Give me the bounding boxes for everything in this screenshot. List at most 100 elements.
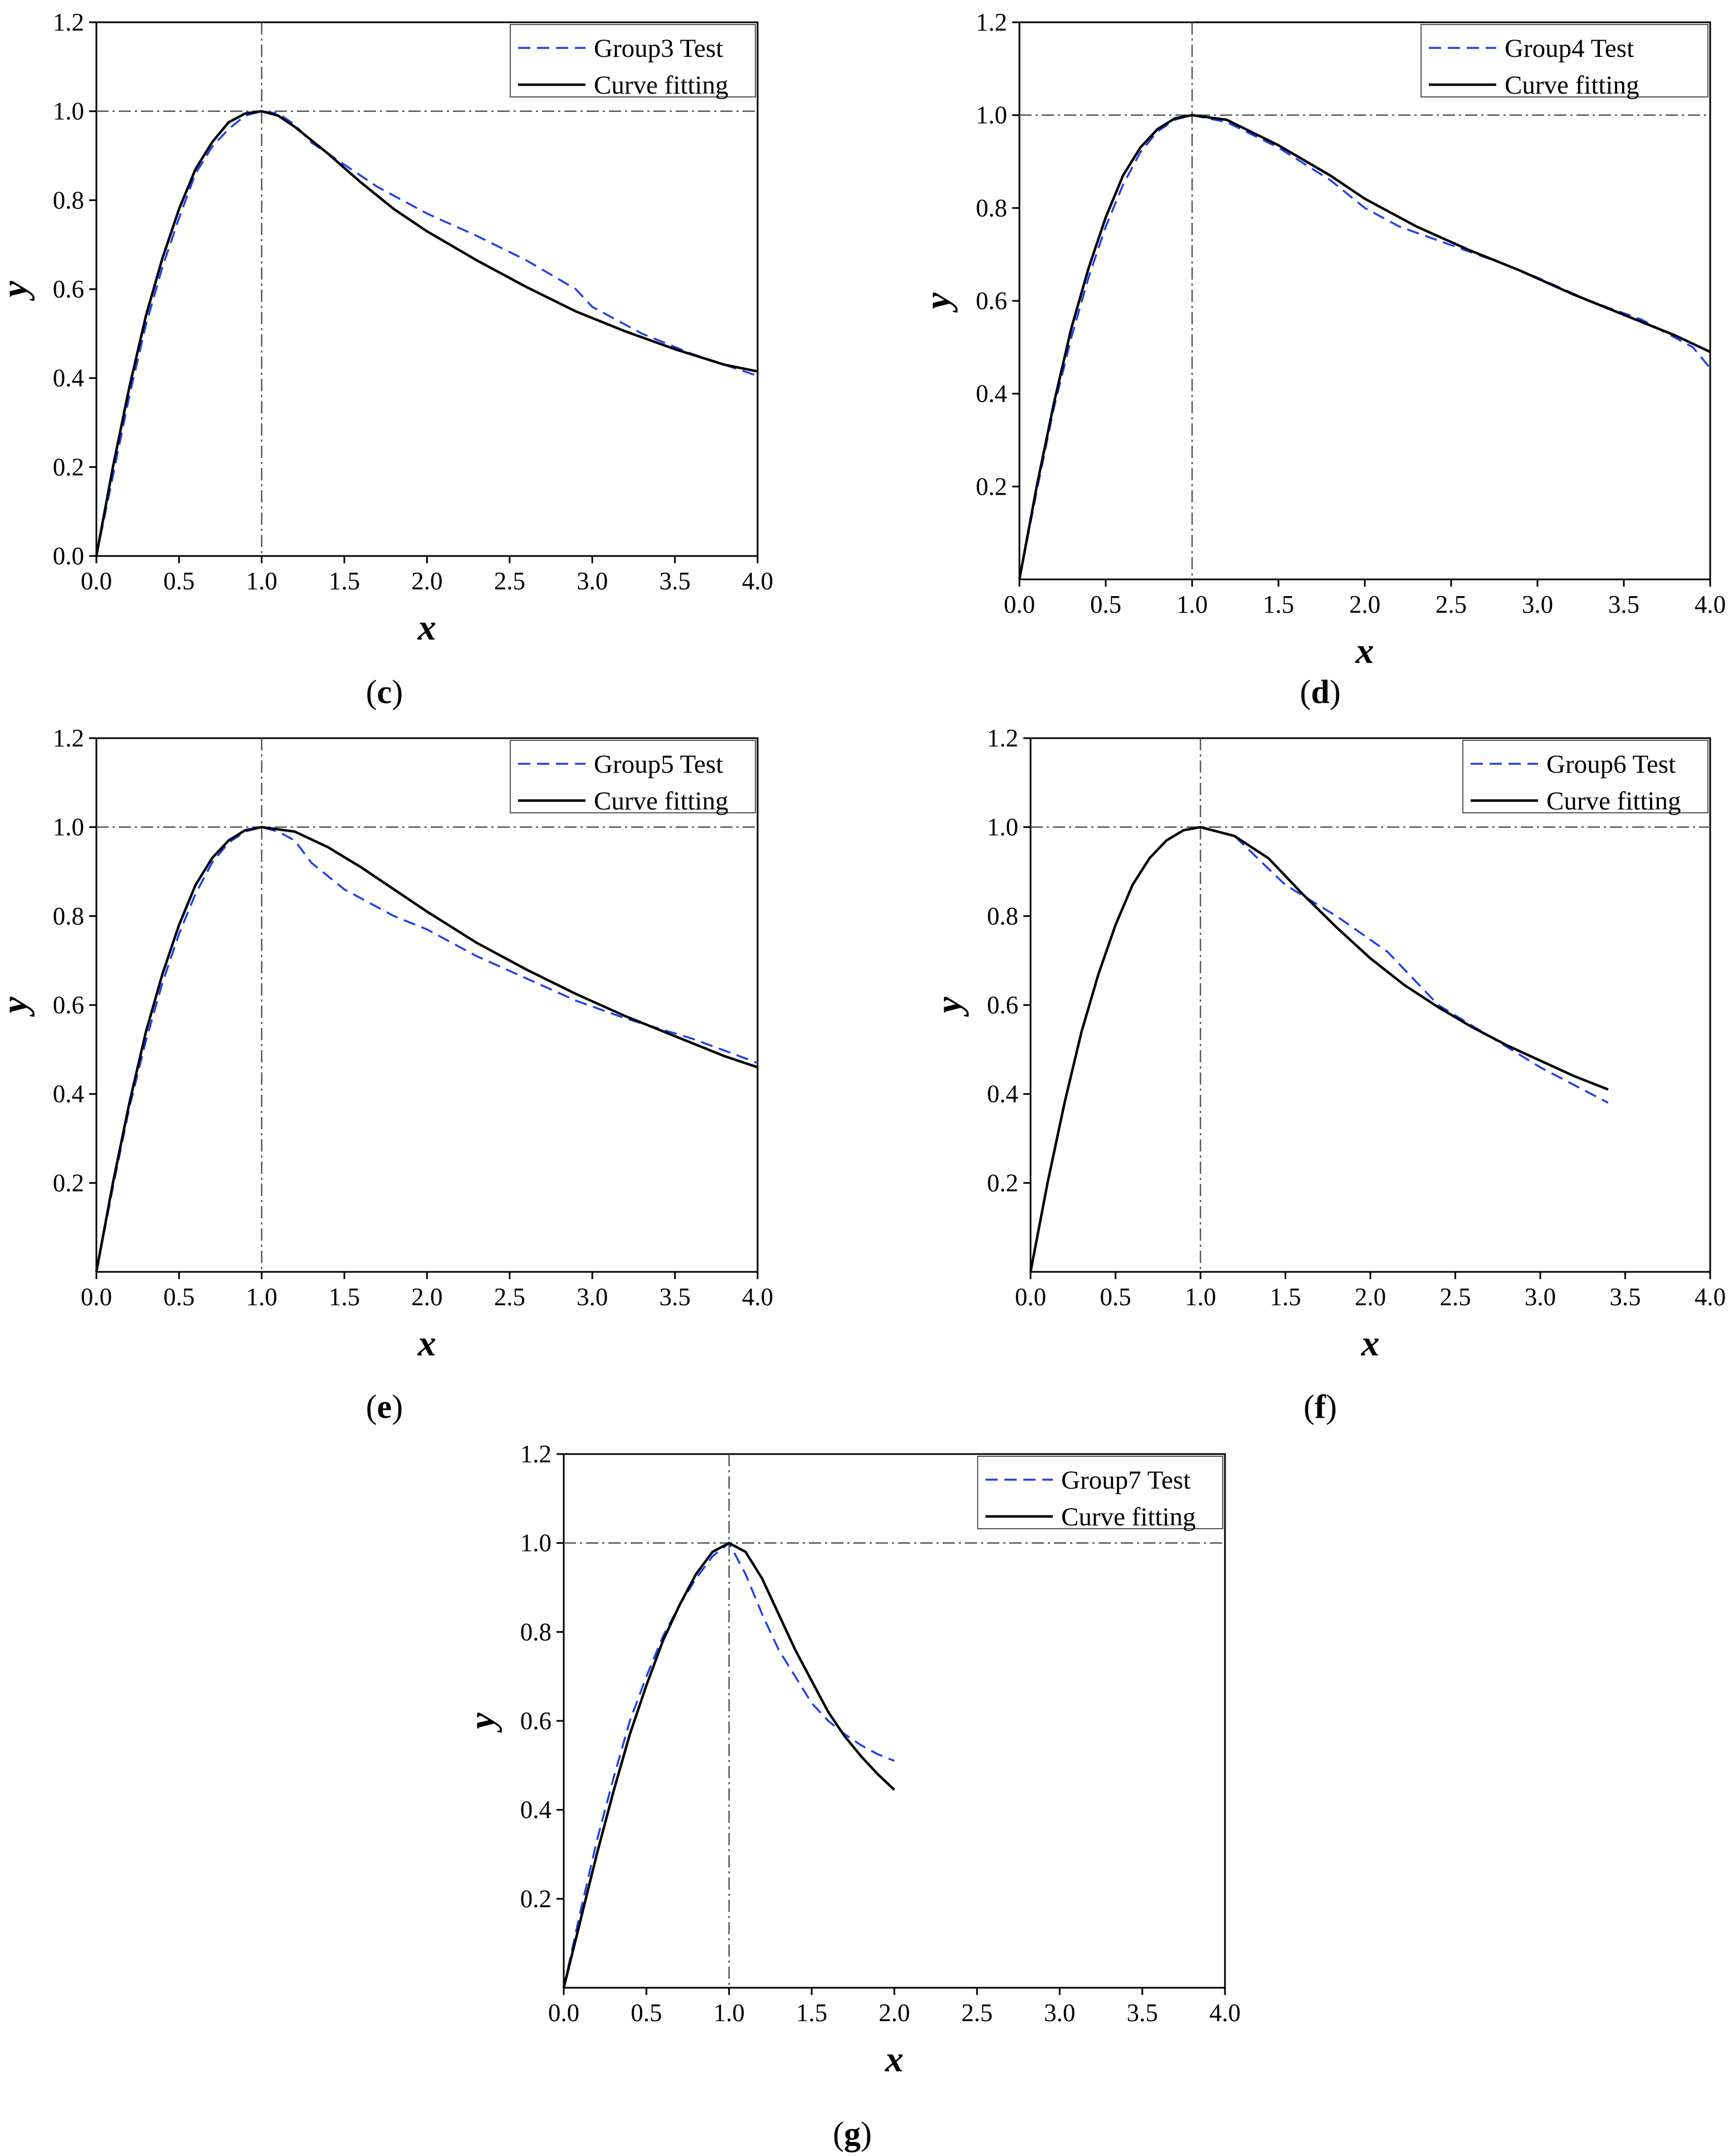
x-axis-title: x: [417, 1323, 436, 1364]
chart-e: 0.0 0.5 1.0 1.5 2.0 2.5 3.0 3.5 4.0 0.2 0.4 0.6 0.8 1…: [0, 724, 773, 1425]
y-tick-label: 1.2: [53, 724, 84, 752]
x-tick-label: 2.5: [1436, 591, 1467, 618]
y-axis-title: y: [462, 1713, 502, 1733]
y-tick-label: 0.2: [976, 472, 1007, 500]
x-axis-title: x: [885, 2039, 904, 2080]
x-tick-label: 4.0: [742, 567, 773, 595]
x-axis-title: x: [1355, 631, 1374, 671]
legend-label: Curve fitting: [1061, 1503, 1196, 1531]
x-axis-title: x: [1361, 1323, 1380, 1364]
x-tick-label: 0.0: [81, 567, 112, 595]
y-tick-label: 1.2: [987, 724, 1018, 752]
y-tick-label: 0.4: [53, 364, 84, 392]
y-tick-label: 1.2: [976, 8, 1007, 36]
chart-g: 0.0 0.5 1.0 1.5 2.0 2.5 3.0 3.5 4.0 0.2 0.4 0.6 0.8 1…: [462, 1440, 1241, 2152]
legend-label: Group4 Test: [1505, 34, 1634, 63]
x-tick-label: 1.0: [714, 1999, 745, 2027]
x-tick-label: 3.0: [1522, 591, 1553, 618]
x-axis-title: x: [417, 607, 436, 648]
legend-label: Group7 Test: [1061, 1466, 1190, 1495]
chart-f: 0.0 0.5 1.0 1.5 2.0 2.5 3.0 3.5 4.0 0.2 0.4 0.6 0.8 1…: [929, 724, 1726, 1425]
x-tick-label: 3.0: [577, 1283, 608, 1311]
legend-label: Curve fitting: [594, 71, 729, 100]
x-tick-label: 2.5: [1439, 1283, 1471, 1311]
x-tick-label: 1.0: [246, 567, 277, 595]
y-tick-label: 0.8: [53, 902, 84, 930]
x-tick-label: 0.5: [163, 567, 194, 595]
x-tick-label: 3.0: [577, 567, 608, 595]
x-tick-label: 2.5: [961, 1999, 993, 2027]
panel-caption: (c): [366, 674, 403, 710]
x-tick-label: 0.5: [1090, 591, 1121, 618]
x-tick-label: 0.0: [548, 1999, 579, 2027]
y-axis-title: y: [0, 997, 35, 1017]
x-tick-label: 3.5: [1127, 1999, 1158, 2027]
y-tick-label: 1.0: [53, 813, 84, 841]
x-tick-label: 1.5: [329, 1283, 360, 1311]
panel-caption: (f): [1304, 1388, 1337, 1425]
legend-label: Group3 Test: [594, 34, 723, 63]
y-tick-label: 0.6: [976, 287, 1007, 315]
panel-caption: (e): [366, 1388, 403, 1425]
x-tick-label: 4.0: [1209, 1999, 1241, 2027]
x-tick-label: 0.0: [1004, 591, 1035, 618]
x-tick-label: 4.0: [742, 1283, 773, 1311]
chart-c: 0.0 0.5 1.0 1.5 2.0 2.5 3.0 3.5 4.0 0.0 0.2 0.4 0.6 0…: [0, 8, 773, 710]
y-tick-label: 1.0: [53, 97, 84, 125]
x-tick-label: 1.5: [329, 567, 360, 595]
y-axis-title: y: [0, 281, 35, 301]
y-tick-label: 0.2: [987, 1169, 1018, 1197]
x-tick-label: 0.5: [1100, 1283, 1131, 1311]
y-tick-label: 0.8: [987, 902, 1018, 930]
x-tick-label: 4.0: [1695, 591, 1726, 618]
x-tick-label: 3.5: [660, 1283, 691, 1311]
x-tick-label: 1.0: [246, 1283, 277, 1311]
x-tick-label: 4.0: [1695, 1283, 1726, 1311]
x-tick-label: 1.0: [1185, 1283, 1216, 1311]
x-tick-label: 2.5: [494, 567, 525, 595]
x-tick-label: 2.5: [494, 1283, 525, 1311]
x-tick-label: 2.0: [1355, 1283, 1386, 1311]
y-tick-label: 0.2: [520, 1885, 551, 1913]
x-tick-label: 2.0: [411, 1283, 442, 1311]
chart-d: 0.0 0.5 1.0 1.5 2.0 2.5 3.0 3.5 4.0 0.2 0.4 0.6 0.8 1…: [917, 8, 1726, 710]
series-fit-line: [1018, 114, 1711, 580]
y-tick-label: 0.8: [53, 186, 84, 214]
y-tick-label: 0.4: [987, 1080, 1018, 1108]
y-tick-label: 0.2: [53, 1169, 84, 1197]
x-tick-label: 1.5: [1270, 1283, 1301, 1311]
x-tick-label: 1.5: [1263, 591, 1294, 618]
y-tick-label: 0.6: [520, 1707, 551, 1735]
series-fit-line: [1029, 826, 1609, 1272]
legend-label: Group6 Test: [1546, 750, 1676, 779]
y-tick-label: 1.0: [987, 813, 1018, 841]
y-tick-label: 0.4: [520, 1796, 551, 1824]
x-tick-label: 1.5: [796, 1999, 827, 2027]
panel-caption: (g): [833, 2115, 872, 2152]
y-axis-title: y: [917, 292, 958, 313]
y-tick-label: 0.6: [53, 991, 84, 1019]
series-fit-line: [95, 826, 758, 1272]
x-tick-label: 0.0: [81, 1283, 112, 1311]
x-tick-label: 2.0: [411, 567, 442, 595]
panel-caption: (d): [1300, 674, 1340, 710]
y-tick-label: 1.2: [520, 1440, 551, 1468]
legend-label: Curve fitting: [1546, 787, 1681, 816]
y-tick-label: 1.0: [976, 101, 1007, 129]
y-tick-label: 1.2: [53, 8, 84, 36]
y-tick-label: 0.4: [976, 380, 1007, 408]
y-tick-label: 0.6: [987, 991, 1018, 1019]
series-test-line: [95, 110, 758, 557]
y-tick-label: 0.4: [53, 1080, 84, 1108]
x-tick-label: 3.0: [1044, 1999, 1075, 2027]
y-tick-label: 0.8: [520, 1618, 551, 1646]
x-tick-label: 1.0: [1177, 591, 1208, 618]
y-tick-label: 0.2: [53, 453, 84, 481]
x-tick-label: 3.0: [1525, 1283, 1556, 1311]
x-tick-label: 0.5: [631, 1999, 662, 2027]
y-axis-title: y: [929, 997, 969, 1017]
y-tick-label: 1.0: [520, 1529, 551, 1557]
x-tick-label: 2.0: [878, 1999, 910, 2027]
x-tick-label: 2.0: [1349, 591, 1380, 618]
